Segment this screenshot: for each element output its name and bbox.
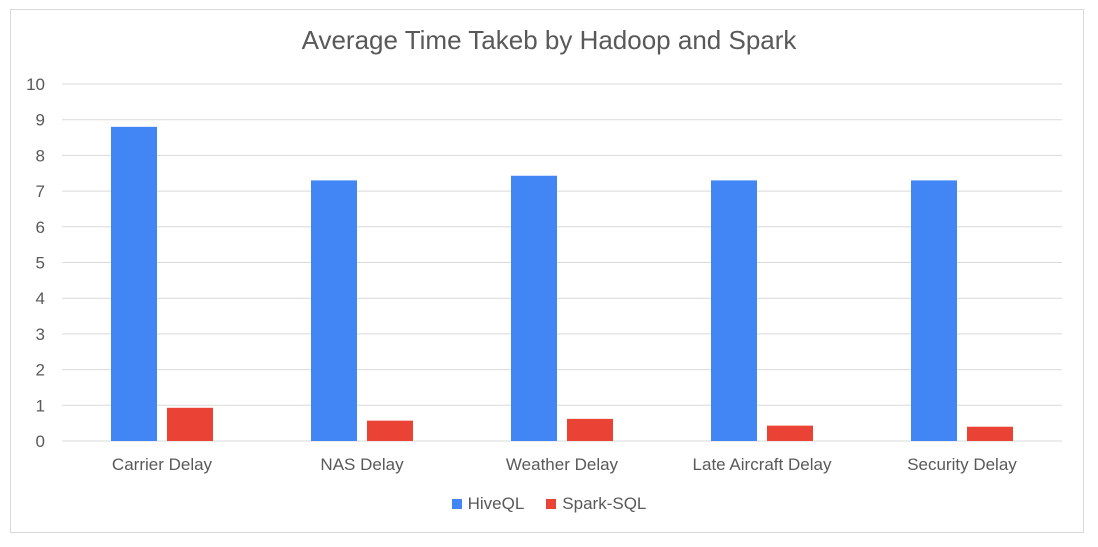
bar-hiveql-4	[911, 180, 957, 441]
legend-label-hiveql: HiveQL	[467, 494, 525, 513]
x-tick-label: Weather Delay	[506, 455, 619, 474]
legend-item-hiveql: HiveQL	[451, 494, 525, 514]
bar-spark-sql-3	[767, 425, 813, 441]
y-tick-label: 10	[26, 75, 45, 94]
y-tick-label: 2	[36, 361, 45, 380]
legend-swatch-hiveql	[451, 499, 462, 509]
x-tick-label: NAS Delay	[320, 455, 404, 474]
x-tick-label: Security Delay	[907, 455, 1017, 474]
y-tick-label: 7	[36, 182, 45, 201]
bar-hiveql-0	[111, 126, 157, 441]
x-tick-label: Late Aircraft Delay	[693, 455, 832, 474]
legend-swatch-spark-sql	[546, 499, 557, 509]
legend-item-spark-sql: Spark-SQL	[546, 494, 646, 514]
y-tick-label: 4	[36, 289, 45, 308]
legend-label-spark-sql: Spark-SQL	[562, 494, 647, 513]
y-tick-label: 5	[36, 254, 45, 273]
x-tick-label: Carrier Delay	[112, 455, 213, 474]
y-tick-label: 1	[36, 396, 45, 415]
y-tick-label: 0	[36, 432, 45, 451]
bar-spark-sql-1	[367, 420, 413, 441]
bar-spark-sql-4	[967, 426, 1013, 441]
bar-hiveql-2	[511, 175, 557, 441]
chart-title: Average Time Takeb by Hadoop and Spark	[301, 25, 797, 55]
y-tick-label: 6	[36, 218, 45, 237]
bar-hiveql-1	[311, 180, 357, 441]
y-tick-label: 8	[36, 146, 45, 165]
legend: HiveQL Spark-SQL	[0, 494, 1098, 514]
bar-spark-sql-2	[567, 418, 613, 441]
bar-hiveql-3	[711, 180, 757, 441]
bar-spark-sql-0	[167, 407, 213, 441]
y-tick-label: 3	[36, 325, 45, 344]
y-tick-label: 9	[36, 111, 45, 130]
